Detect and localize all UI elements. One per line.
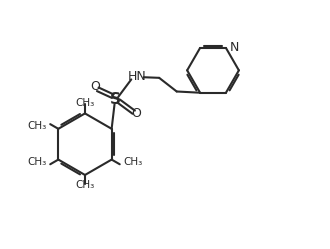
Text: CH₃: CH₃: [27, 157, 47, 167]
Text: CH₃: CH₃: [27, 121, 47, 131]
Text: O: O: [90, 80, 100, 93]
Text: CH₃: CH₃: [75, 98, 95, 108]
Text: S: S: [110, 92, 121, 107]
Text: CH₃: CH₃: [123, 157, 143, 167]
Text: HN: HN: [127, 70, 146, 83]
Text: CH₃: CH₃: [75, 180, 95, 190]
Text: O: O: [132, 107, 142, 120]
Text: N: N: [230, 41, 239, 54]
